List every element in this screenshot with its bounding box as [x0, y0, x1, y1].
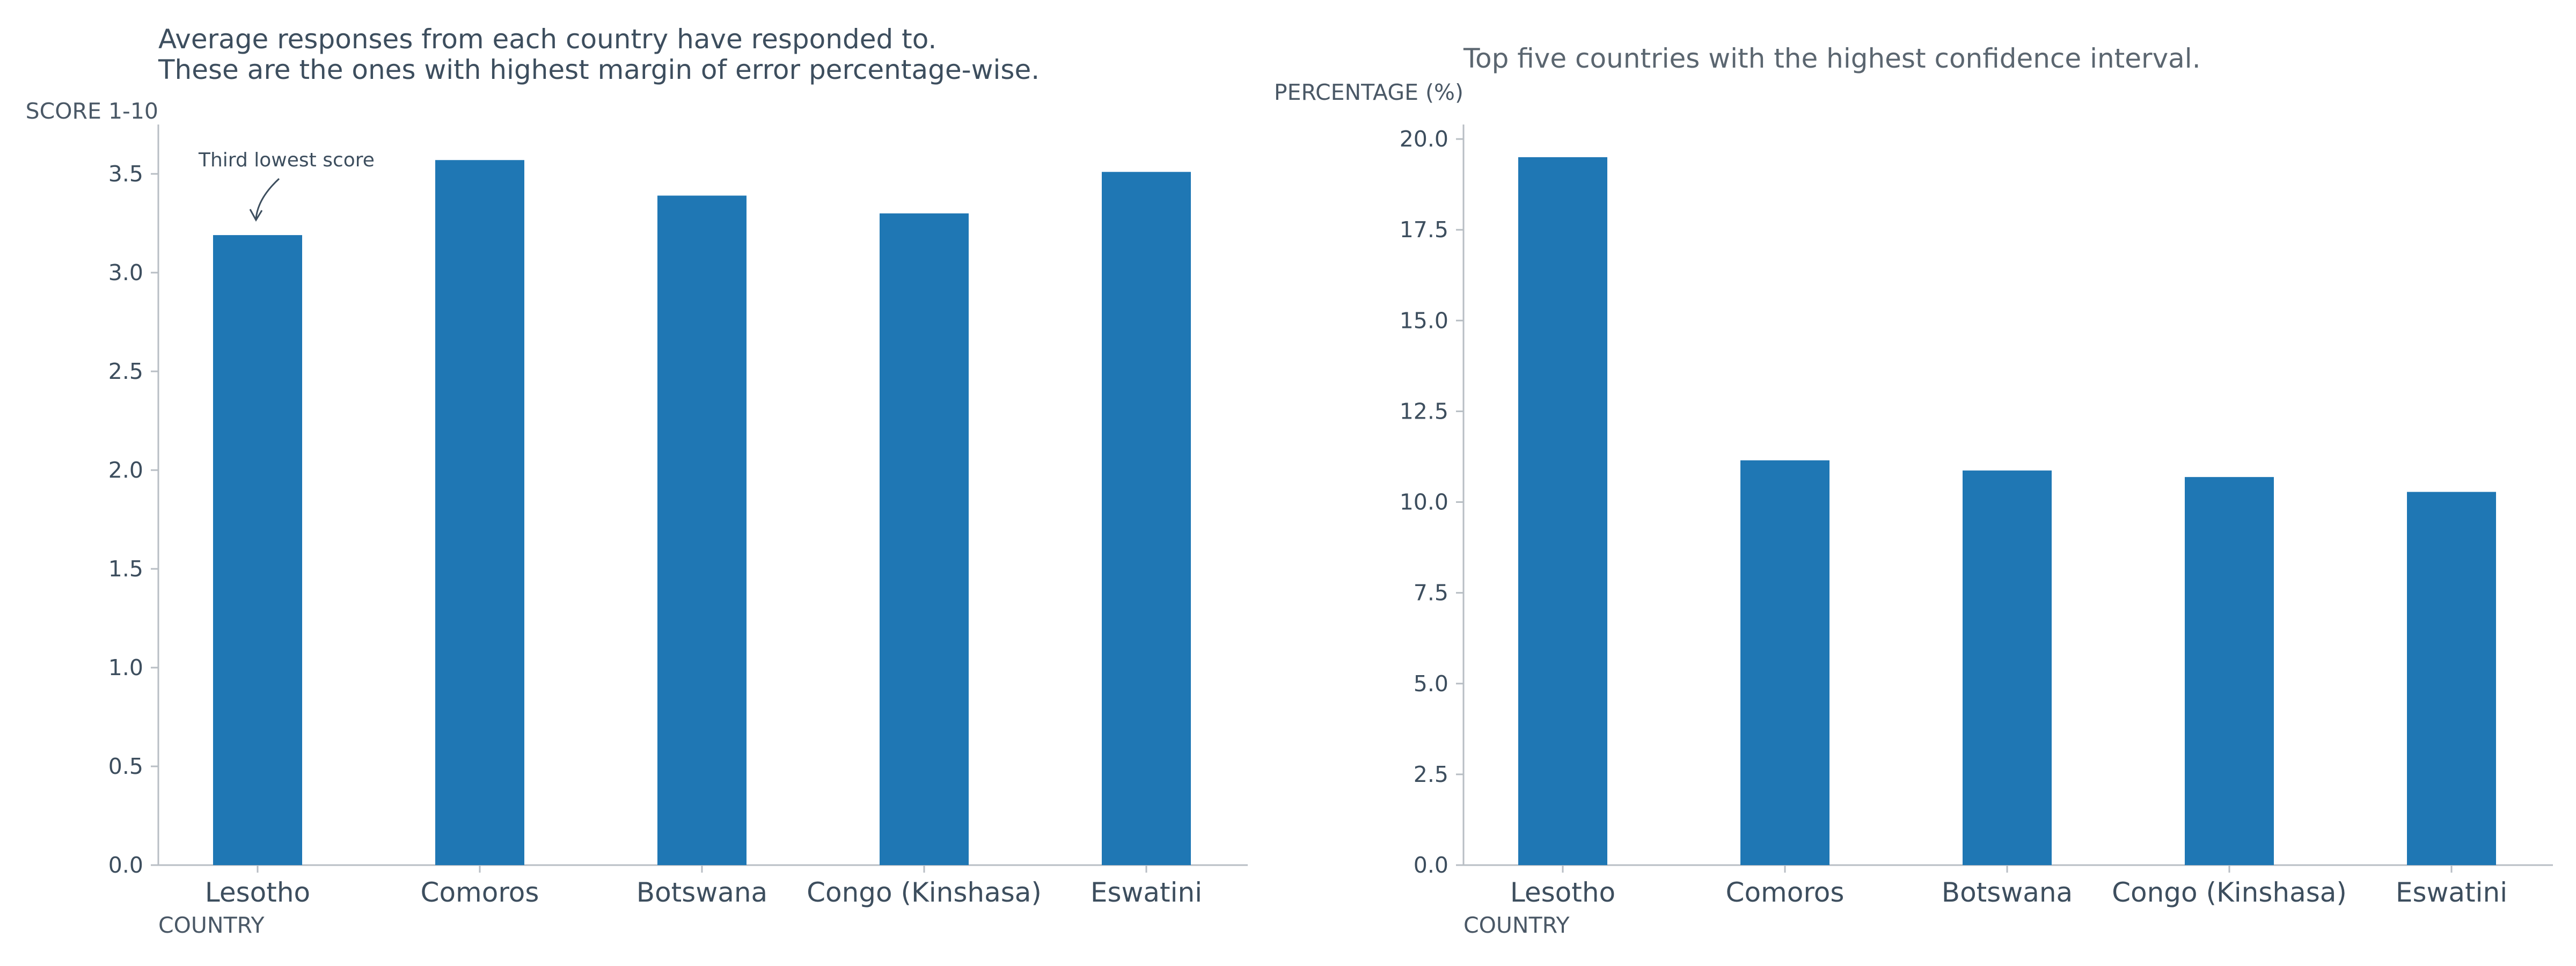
chart1-y-tick-label: 3.5: [108, 161, 143, 187]
chart1-title: Average responses from each country have…: [158, 24, 936, 55]
chart1-x-tick-label: Eswatini: [1091, 877, 1202, 908]
chart1-bar: [213, 235, 302, 866]
chart1-annotation: Third lowest score: [198, 149, 375, 171]
chart1-y-tick-label: 2.5: [108, 358, 143, 384]
chart2-x-tick-label: Botswana: [1942, 877, 2073, 908]
chart1-bar: [1102, 172, 1191, 865]
chart1-x-tick-label: Congo (Kinshasa): [807, 877, 1042, 908]
chart2-y-tick-label: 15.0: [1400, 308, 1448, 333]
chart2-y-tick-label: 10.0: [1400, 489, 1448, 515]
chart2-bar: [1740, 460, 1829, 865]
chart2-y-tick-label: 7.5: [1414, 580, 1448, 606]
chart1-bar: [880, 213, 969, 866]
chart2-x-tick-label: Lesotho: [1510, 877, 1615, 908]
chart2-bar: [2185, 477, 2274, 865]
chart1-y-tick-label: 0.0: [108, 852, 143, 878]
chart2-title: Top five countries with the highest conf…: [1463, 43, 2201, 74]
annotation-arrowhead: [249, 209, 263, 222]
chart1-y-tick-label: 3.0: [108, 260, 143, 286]
annotation-arrow: [255, 178, 280, 219]
chart2-bar: [2407, 492, 2496, 865]
chart1-y-tick-label: 0.5: [108, 753, 143, 779]
chart1-x-tick-label: Botswana: [636, 877, 767, 908]
chart2-y-tick-label: 12.5: [1400, 398, 1448, 424]
chart1-y-tick-label: 1.0: [108, 655, 143, 680]
chart2-y-tick-label: 0.0: [1414, 852, 1448, 878]
chart2-y-tick-label: 17.5: [1400, 217, 1448, 243]
chart1-bar: [657, 195, 747, 866]
chart2-x-tick-label: Congo (Kinshasa): [2112, 877, 2347, 908]
chart1-y-tick-label: 2.0: [108, 457, 143, 483]
chart1-x-tick-label: Comoros: [421, 877, 539, 908]
chart1-xlabel: COUNTRY: [158, 912, 265, 938]
chart-marks: 0.0 0.5 1.0 1.5 2.0 2.5 3.0 3.5 Lesotho Comoros Bo…: [108, 125, 2553, 908]
chart1-y-tick-label: 1.5: [108, 556, 143, 582]
chart1-bar: [435, 160, 524, 865]
chart2-bar: [1518, 157, 1607, 866]
chart2-bar: [1963, 470, 2052, 865]
chart1-subtitle: These are the ones with highest margin o…: [158, 54, 1040, 85]
chart1-ylabel: SCORE 1-10: [26, 98, 158, 124]
chart2-x-tick-label: Comoros: [1726, 877, 1845, 908]
chart2-y-tick-label: 5.0: [1414, 671, 1448, 697]
chart2-ylabel: PERCENTAGE (%): [1274, 79, 1463, 105]
chart2-y-tick-label: 20.0: [1400, 126, 1448, 152]
chart2-y-tick-label: 2.5: [1414, 762, 1448, 787]
chart2-x-tick-label: Eswatini: [2396, 877, 2507, 908]
chart1-x-tick-label: Lesotho: [205, 877, 310, 908]
chart2-xlabel: COUNTRY: [1463, 912, 1570, 938]
